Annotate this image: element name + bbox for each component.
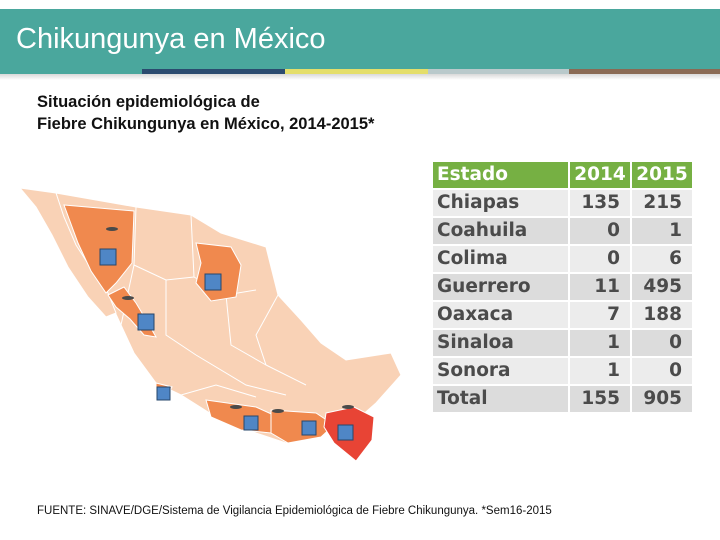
table-row: Chiapas 135 215 (431, 188, 694, 218)
virus-marker-sonora (99, 248, 117, 266)
mosquito-icon (106, 227, 118, 231)
cell-2015: 1 (630, 216, 694, 246)
virus-marker-oaxaca (301, 420, 317, 436)
cell-estado: Guerrero (431, 272, 570, 302)
table-header-row: Estado 2014 2015 (431, 160, 694, 190)
cell-2015: 0 (630, 356, 694, 386)
cell-estado: Sonora (431, 356, 570, 386)
cell-2014: 1 (568, 328, 632, 358)
baja-california (18, 187, 117, 318)
virus-marker-sinaloa (137, 313, 155, 331)
virus-marker-chiapas (337, 424, 354, 441)
table-row: Oaxaca 7 188 (431, 300, 694, 330)
subtitle: Situación epidemiológica de Fiebre Chiku… (37, 91, 374, 135)
subtitle-line-1: Situación epidemiológica de (37, 93, 260, 111)
table-row: Colima 0 6 (431, 244, 694, 274)
cell-2014: 1 (568, 356, 632, 386)
subtitle-line-2: Fiebre Chikungunya en México, 2014-2015* (37, 115, 375, 133)
title-bar: Chikungunya en México (0, 9, 720, 73)
cell-2014: 0 (568, 216, 632, 246)
mosquito-icon (342, 405, 354, 409)
cases-table: Estado 2014 2015 Chiapas 135 215 Coahuil… (431, 160, 694, 414)
cell-estado: Oaxaca (431, 300, 570, 330)
cell-estado: Colima (431, 244, 570, 274)
table-row: Guerrero 11 495 (431, 272, 694, 302)
virus-marker-coahuila (204, 273, 222, 291)
virus-marker-colima (156, 386, 171, 401)
accent-stripe-2 (142, 69, 285, 74)
header-2014: 2014 (568, 160, 632, 190)
cell-2015: 215 (630, 188, 694, 218)
accent-stripe-1 (0, 69, 142, 74)
cell-2015: 495 (630, 272, 694, 302)
cell-estado: Coahuila (431, 216, 570, 246)
table-row: Sinaloa 1 0 (431, 328, 694, 358)
cell-estado: Sinaloa (431, 328, 570, 358)
slide-title: Chikungunya en México (16, 23, 326, 55)
cell-2014: 7 (568, 300, 632, 330)
header-estado: Estado (431, 160, 570, 190)
source-footnote: FUENTE: SINAVE/DGE/Sistema de Vigilancia… (37, 505, 552, 517)
mexico-map (18, 187, 402, 462)
accent-stripe-5 (569, 69, 720, 74)
header-2015: 2015 (630, 160, 694, 190)
accent-stripe-3 (285, 69, 428, 74)
cell-2014: 11 (568, 272, 632, 302)
cell-estado: Chiapas (431, 188, 570, 218)
mosquito-icon (230, 405, 242, 409)
mosquito-icon (122, 296, 134, 300)
cell-2015: 0 (630, 328, 694, 358)
cell-2015: 6 (630, 244, 694, 274)
mosquito-icon (272, 409, 284, 413)
accent-stripe-4 (428, 69, 569, 74)
table-row: Sonora 1 0 (431, 356, 694, 386)
cell-total-label: Total (431, 384, 570, 414)
table-row: Coahuila 0 1 (431, 216, 694, 246)
cell-2014: 0 (568, 244, 632, 274)
title-shadow (0, 74, 720, 80)
table-total-row: Total 155 905 (431, 384, 694, 414)
cell-total-2015: 905 (630, 384, 694, 414)
cell-2015: 188 (630, 300, 694, 330)
virus-marker-guerrero (243, 415, 259, 431)
cell-2014: 135 (568, 188, 632, 218)
state-sonora (63, 204, 135, 294)
cell-total-2014: 155 (568, 384, 632, 414)
